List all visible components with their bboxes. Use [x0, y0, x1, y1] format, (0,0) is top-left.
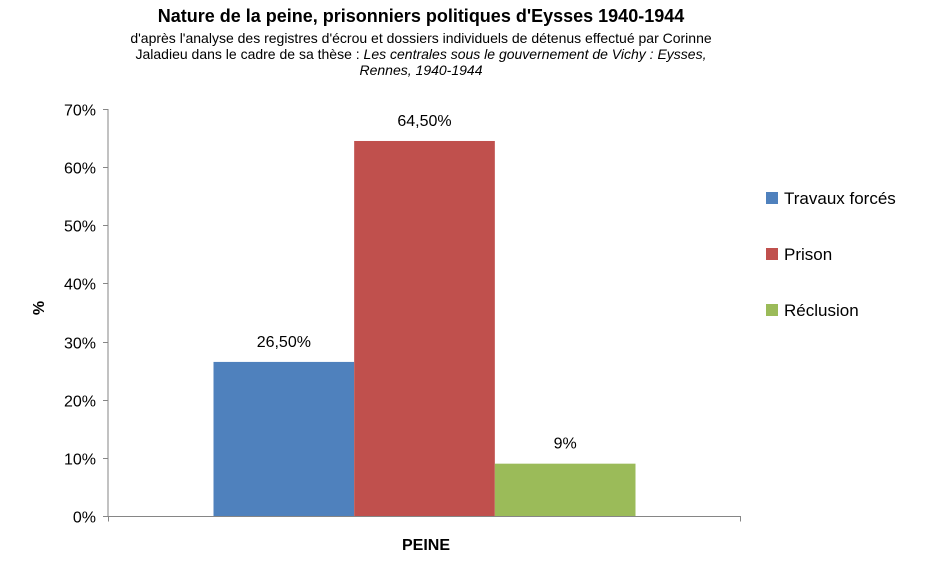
y-axis-title: % — [31, 301, 48, 315]
chart-subtitle: d'après l'analyse des registres d'écrou … — [0, 30, 842, 78]
data-label: 64,50% — [397, 113, 451, 130]
data-labels: 26,50% 64,50% 9% — [257, 113, 577, 453]
subtitle-line-2-plain: Jaladieu dans le cadre de sa thèse : — [135, 46, 364, 62]
subtitle-line-2: Jaladieu dans le cadre de sa thèse : Les… — [0, 46, 842, 62]
bar-1 — [213, 361, 355, 516]
chart-title: Nature de la peine, prisonniers politiqu… — [157, 6, 685, 26]
bar-2 — [354, 140, 495, 516]
legend-swatch — [766, 248, 778, 260]
y-tick-label: 50% — [64, 219, 96, 236]
data-label: 9% — [554, 436, 577, 453]
data-label: 26,50% — [257, 334, 311, 351]
legend-swatch — [766, 192, 778, 204]
subtitle-line-2-italic: Les centrales sous le gouvernement de Vi… — [363, 46, 707, 62]
bar-3 — [494, 463, 636, 516]
y-tick-label: 0% — [73, 510, 96, 527]
y-tick-label: 70% — [64, 103, 96, 120]
y-axis: 0% 10% 20% 30% 40% 50% 60% 70% — [64, 103, 109, 527]
legend-label: Travaux forcés — [784, 189, 896, 208]
legend-label: Prison — [784, 245, 832, 264]
subtitle-line-3-italic: Rennes, 1940-1944 — [359, 62, 483, 78]
legend-label: Réclusion — [784, 301, 859, 320]
subtitle-line-3: Rennes, 1940-1944 — [0, 62, 842, 78]
y-tick-label: 60% — [64, 161, 96, 178]
y-tick-label: 40% — [64, 277, 96, 294]
legend: Travaux forcés Prison Réclusion — [766, 189, 896, 320]
x-axis-title: PEINE — [402, 537, 450, 554]
subtitle-line-1: d'après l'analyse des registres d'écrou … — [130, 30, 712, 46]
y-tick-label: 20% — [64, 394, 96, 411]
bars — [213, 140, 636, 516]
x-axis — [108, 516, 741, 522]
y-tick-label: 10% — [64, 452, 96, 469]
y-tick-label: 30% — [64, 336, 96, 353]
legend-swatch — [766, 304, 778, 316]
